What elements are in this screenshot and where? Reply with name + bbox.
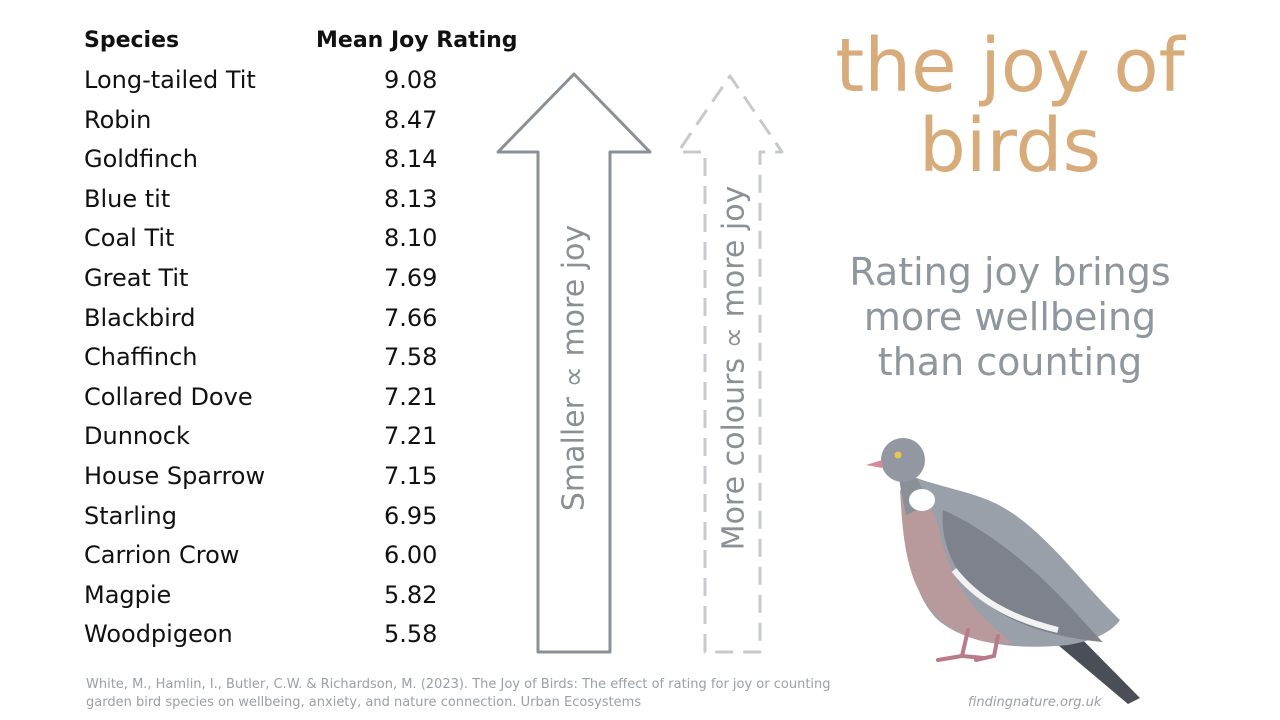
joy-rating-value: 7.21 <box>384 422 438 451</box>
table-row: Dunnock 7.21 <box>84 422 524 462</box>
species-name: Goldfinch <box>84 145 198 174</box>
table-row: Coal Tit 8.10 <box>84 224 524 264</box>
table-row: Magpie 5.82 <box>84 581 524 621</box>
joy-rating-value: 5.82 <box>384 580 438 609</box>
joy-rating-value: 6.00 <box>384 541 438 570</box>
pigeon-eye <box>894 451 902 459</box>
joy-rating-value: 7.66 <box>384 303 438 332</box>
table-body: Long-tailed Tit 9.08 Robin 8.47 Goldfinch 8.1… <box>84 66 524 660</box>
species-name: Carrion Crow <box>84 541 240 570</box>
pigeon-wing-bar <box>951 568 1059 633</box>
table-row: Chaffinch 7.58 <box>84 343 524 383</box>
pigeon-neck-patch <box>909 489 935 511</box>
table-row: Long-tailed Tit 9.08 <box>84 66 524 106</box>
joy-rating-value: 6.95 <box>384 501 438 530</box>
page-subtitle: Rating joy brings more wellbeing than co… <box>820 250 1200 385</box>
joy-arrows <box>496 72 784 654</box>
joy-rating-value: 5.58 <box>384 620 438 649</box>
subtitle-line-3: than counting <box>877 340 1143 384</box>
citation-line-2: garden bird species on wellbeing, anxiet… <box>86 695 642 710</box>
citation: White, M., Hamlin, I., Butler, C.W. & Ri… <box>86 676 846 712</box>
species-name: Great Tit <box>84 263 189 292</box>
table-row: Goldfinch 8.14 <box>84 145 524 185</box>
species-name: Long-tailed Tit <box>84 66 256 94</box>
species-name: House Sparrow <box>84 461 266 490</box>
table-row: Carrion Crow 6.00 <box>84 541 524 581</box>
solid-up-arrow <box>496 72 652 654</box>
species-column-header: Species <box>84 28 180 53</box>
table-row: Robin 8.47 <box>84 106 524 146</box>
species-name: Magpie <box>84 580 172 609</box>
page-title: the joy of birds <box>820 26 1200 186</box>
table-row: Blackbird 7.66 <box>84 304 524 344</box>
species-name: Collared Dove <box>84 382 253 411</box>
joy-rating-value: 8.14 <box>384 145 438 174</box>
joy-rating-value: 7.69 <box>384 263 438 292</box>
species-name: Coal Tit <box>84 224 175 253</box>
joy-rating-value: 7.15 <box>384 461 438 490</box>
pigeon-tail <box>1058 625 1140 704</box>
table-row: House Sparrow 7.15 <box>84 462 524 502</box>
table-row: Blue tit 8.13 <box>84 185 524 225</box>
joy-rating-value: 7.58 <box>384 343 438 372</box>
joy-rating-value: 8.10 <box>384 224 438 253</box>
title-line-2: birds <box>918 103 1102 189</box>
rating-column-header: Mean Joy Rating <box>316 28 518 53</box>
pigeon-head <box>881 438 925 482</box>
title-line-1: the joy of <box>835 23 1185 109</box>
pigeon-breast <box>900 490 1013 644</box>
pigeon-beak <box>866 460 882 468</box>
subtitle-line-2: more wellbeing <box>863 295 1157 339</box>
species-name: Chaffinch <box>84 343 198 372</box>
species-name: Robin <box>84 105 152 134</box>
joy-rating-value: 9.08 <box>384 66 438 94</box>
joy-rating-value: 8.47 <box>384 105 438 134</box>
species-name: Starling <box>84 501 177 530</box>
species-name: Woodpigeon <box>84 620 233 649</box>
more-colours-more-joy-label: More colours ∝ more joy <box>716 185 752 551</box>
species-name: Dunnock <box>84 422 190 451</box>
dashed-up-arrow <box>676 74 784 654</box>
site-credit: findingnature.org.uk <box>968 695 1102 710</box>
species-name: Blackbird <box>84 303 196 332</box>
joy-rating-table: Species Mean Joy Rating Long-tailed Tit 9… <box>84 28 524 660</box>
table-row: Starling 6.95 <box>84 502 524 542</box>
subtitle-line-1: Rating joy brings <box>849 250 1171 294</box>
woodpigeon-image <box>866 438 1140 704</box>
table-row: Collared Dove 7.21 <box>84 383 524 423</box>
species-name: Blue tit <box>84 184 171 213</box>
table-row: Great Tit 7.69 <box>84 264 524 304</box>
pigeon-legs <box>936 628 1000 662</box>
joy-rating-value: 8.13 <box>384 184 438 213</box>
table-header: Species Mean Joy Rating <box>84 28 524 58</box>
citation-line-1: White, M., Hamlin, I., Butler, C.W. & Ri… <box>86 677 831 692</box>
table-row: Woodpigeon 5.58 <box>84 620 524 660</box>
pigeon-wing <box>942 510 1103 642</box>
smaller-more-joy-label: Smaller ∝ more joy <box>556 224 592 512</box>
joy-rating-value: 7.21 <box>384 382 438 411</box>
